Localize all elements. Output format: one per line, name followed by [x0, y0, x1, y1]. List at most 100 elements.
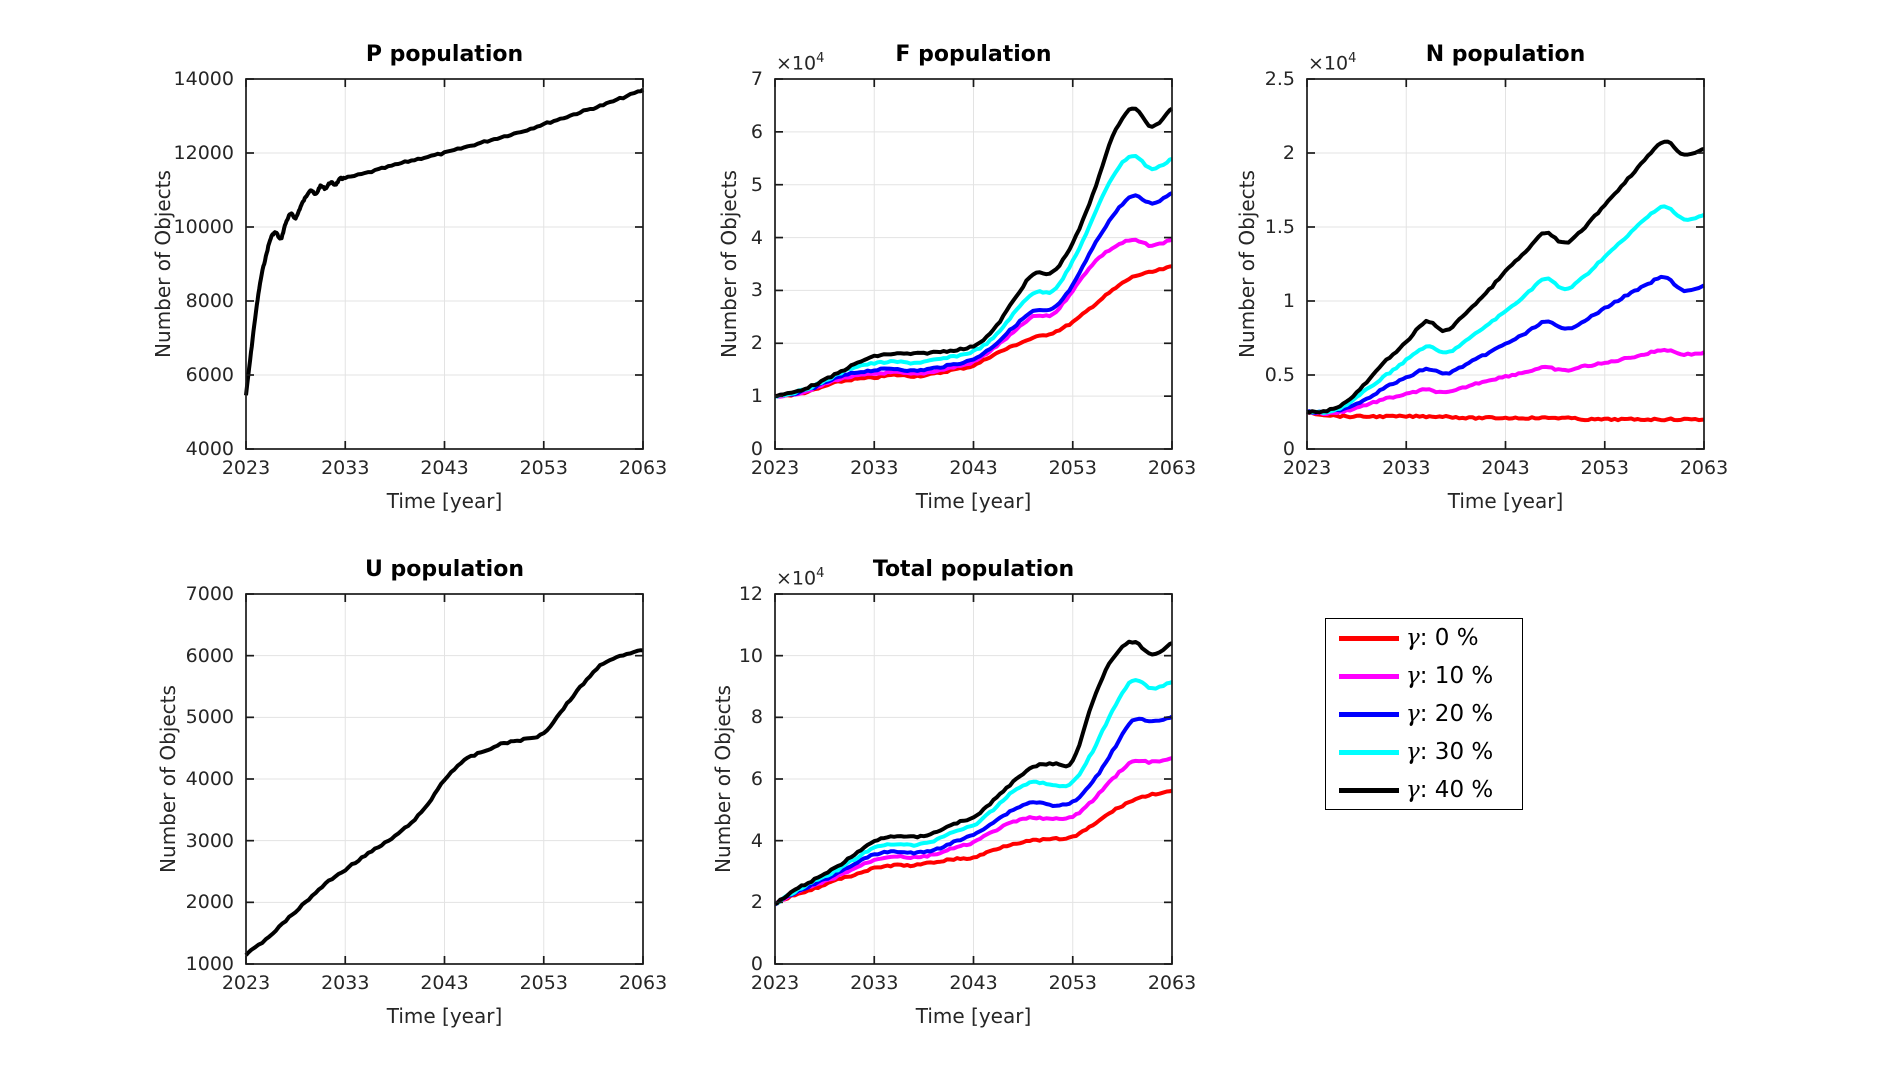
y-tick-label: 6000 [185, 644, 234, 667]
plot-title-f: F population [895, 42, 1052, 67]
legend-line-sample [1339, 749, 1399, 755]
gamma-symbol: γ [1406, 663, 1420, 689]
legend: γ: 0 % γ: 10 % γ: 20 % γ: 30 % γ: 40 % [1325, 618, 1523, 810]
y-tick-label: 4 [750, 829, 763, 852]
x-tick-label: 2043 [420, 457, 469, 479]
legend-label: γ: 30 % [1406, 739, 1493, 765]
x-tick-label: 2043 [420, 972, 469, 994]
y-tick-label: 5 [750, 173, 763, 196]
y-tick-label: 4000 [185, 768, 234, 790]
series-line-f-4 [774, 106, 1174, 398]
y-tick-label: 6 [750, 120, 763, 143]
y-tick-label: 7000 [185, 583, 234, 605]
legend-item-gamma-20pct: γ: 20 % [1326, 701, 1522, 727]
exponent-mantissa: ×10 [1308, 52, 1349, 75]
legend-line-sample [1339, 635, 1399, 641]
x-tick-label: 2023 [221, 972, 271, 994]
x-tick-label: 2033 [321, 457, 370, 479]
x-tick-label: 2053 [1048, 972, 1097, 994]
y-axis-exponent: ×104 [776, 566, 824, 589]
plot-title-p: P population [365, 42, 524, 67]
y-tick-label: 12 [738, 583, 763, 605]
y-tick-label: 6 [750, 768, 763, 790]
exponent-power: 4 [816, 566, 825, 581]
series-line-n-4 [1306, 139, 1705, 415]
y-tick-label: 0 [750, 438, 763, 460]
y-tick-label: 4 [750, 226, 763, 249]
y-tick-label: 8 [750, 706, 763, 729]
gamma-symbol: γ [1406, 739, 1420, 765]
y-tick-label: 5000 [185, 706, 234, 729]
series-line-n-2 [1306, 274, 1705, 415]
y-tick-label: 0.5 [1264, 364, 1295, 386]
x-tick-label: 2033 [850, 972, 899, 994]
x-tick-label: 2063 [618, 457, 668, 479]
y-tick-label: 2.5 [1264, 68, 1295, 90]
exponent-power: 4 [1348, 51, 1357, 66]
exponent-mantissa: ×10 [776, 52, 817, 75]
series-line-f-0 [774, 264, 1173, 399]
legend-text: : 40 % [1419, 777, 1494, 803]
y-tick-label: 7 [750, 68, 763, 90]
x-tick-label: 2043 [1481, 457, 1530, 479]
series-line-total-1 [774, 756, 1173, 906]
y-axis-label: Number of Objects [711, 685, 735, 873]
x-tick-label: 2023 [1282, 457, 1332, 479]
x-tick-label: 2063 [618, 972, 668, 994]
x-tick-label: 2033 [1382, 457, 1431, 479]
y-tick-label: 1.5 [1264, 216, 1295, 238]
x-tick-label: 2033 [850, 457, 899, 479]
x-tick-label: 2053 [519, 457, 568, 479]
y-tick-label: 2000 [185, 891, 234, 914]
y-axis-exponent: ×104 [776, 51, 824, 74]
gamma-symbol: γ [1406, 625, 1420, 651]
legend-text: : 30 % [1419, 739, 1494, 765]
series-line-n-1 [1306, 347, 1706, 416]
x-axis-label: Time [year] [915, 489, 1032, 513]
series-line-f-2 [774, 191, 1173, 399]
y-tick-label: 4000 [185, 438, 234, 460]
y-tick-label: 3 [750, 279, 763, 302]
y-tick-label: 2 [1282, 142, 1295, 164]
x-tick-label: 2023 [750, 972, 800, 994]
y-tick-label: 2 [750, 891, 763, 914]
series-line-total-4 [774, 639, 1173, 906]
legend-text: : 20 % [1419, 701, 1494, 727]
legend-line-sample [1339, 711, 1399, 717]
y-tick-label: 2 [750, 332, 763, 355]
x-tick-label: 2043 [949, 457, 998, 479]
x-tick-label: 2063 [1147, 972, 1197, 994]
series-line-total-2 [773, 714, 1174, 907]
y-tick-label: 1 [1282, 290, 1295, 312]
series-line-total-0 [774, 788, 1173, 906]
plot-area-p [244, 78, 645, 450]
y-axis-label: Number of Objects [156, 685, 180, 873]
y-tick-label: 1000 [185, 953, 234, 975]
y-tick-label: 0 [750, 953, 763, 975]
x-tick-label: 2063 [1679, 457, 1729, 479]
legend-line-sample [1339, 673, 1399, 679]
legend-label: γ: 40 % [1406, 777, 1493, 803]
y-axis-exponent: ×104 [1308, 51, 1356, 74]
legend-item-gamma-0pct: γ: 0 % [1326, 625, 1522, 651]
gamma-symbol: γ [1406, 777, 1420, 803]
series-line-n-3 [1306, 204, 1705, 415]
plot-title-total: Total population [872, 557, 1075, 582]
y-axis-label: Number of Objects [151, 170, 175, 358]
y-tick-label: 3000 [185, 829, 234, 852]
y-tick-label: 1 [750, 385, 763, 408]
plot-area-n [1306, 78, 1706, 450]
y-axis-label: Number of Objects [717, 170, 741, 358]
x-tick-label: 2023 [221, 457, 271, 479]
legend-label: γ: 20 % [1406, 701, 1493, 727]
legend-label: γ: 0 % [1406, 625, 1479, 651]
x-tick-label: 2063 [1147, 457, 1197, 479]
legend-item-gamma-40pct: γ: 40 % [1326, 777, 1522, 803]
x-tick-label: 2023 [750, 457, 800, 479]
x-tick-label: 2053 [1580, 457, 1629, 479]
legend-line-sample [1339, 787, 1399, 793]
series-line-p-0 [244, 87, 645, 396]
x-tick-label: 2053 [519, 972, 568, 994]
y-axis-label: Number of Objects [1235, 170, 1259, 358]
exponent-mantissa: ×10 [776, 567, 817, 590]
